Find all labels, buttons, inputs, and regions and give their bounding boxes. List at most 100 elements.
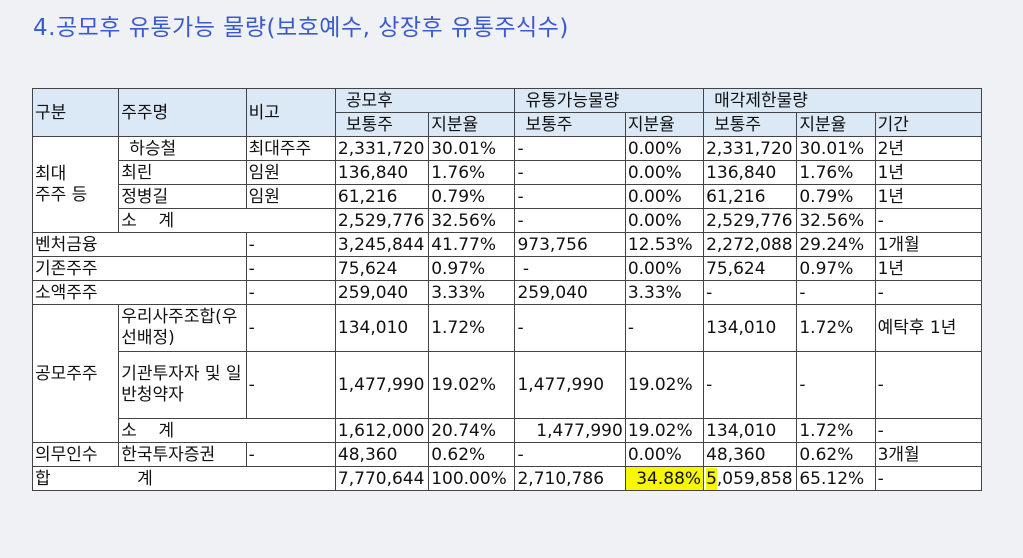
cell-name: 기관투자자 및 일반청약자 bbox=[118, 351, 247, 419]
cell-m-bo: 136,840 bbox=[703, 160, 798, 185]
cell-m-gi: - bbox=[874, 418, 983, 443]
cell-y-bo: - bbox=[514, 136, 626, 161]
table-row: 기관투자자 및 일반청약자 - 1,477,990 19.02% 1,477,9… bbox=[33, 351, 983, 419]
cell-m-bo: 134,010 bbox=[703, 418, 798, 443]
cell-bigo: 최대주주 bbox=[245, 136, 336, 161]
cell-y-bo: - bbox=[514, 208, 626, 233]
cell-m-bo: 2,272,088 bbox=[703, 232, 798, 257]
cell-name: 최린 bbox=[118, 160, 247, 185]
cell-y-ji: 3.33% bbox=[624, 280, 705, 305]
cell-m-ji: 1.72% bbox=[796, 418, 876, 443]
cell-g-ji: 20.74% bbox=[428, 418, 516, 443]
cell-g-bo: 259,040 bbox=[334, 280, 430, 305]
cell-m-bo: 2,331,720 bbox=[703, 136, 798, 161]
cell-y-bo: - bbox=[514, 256, 626, 281]
cell-m-gi: 예탁후 1년 bbox=[874, 304, 983, 352]
cell-y-bo: - bbox=[514, 160, 626, 185]
cell-y-bo: 1,477,990 bbox=[514, 418, 626, 443]
cell-m-ji: - bbox=[796, 280, 876, 305]
header-m-jibun: 지분율 bbox=[796, 112, 876, 137]
cell-g-bo: 2,331,720 bbox=[334, 136, 430, 161]
cell-g-bo: 75,624 bbox=[334, 256, 430, 281]
cell-bigo: - bbox=[245, 280, 336, 305]
cell-g-ji: 0.62% bbox=[428, 442, 516, 467]
cell-subtotal-label: 소 계 bbox=[118, 208, 336, 233]
cell-m-bo: - bbox=[703, 280, 798, 305]
cell-y-ji: 0.00% bbox=[624, 136, 705, 161]
cell-m-gi: 3개월 bbox=[874, 442, 983, 467]
cell-y-ji: 0.00% bbox=[624, 256, 705, 281]
table-row: 최대 주주 등 하승철 최대주주 2,331,720 30.01% - 0.00… bbox=[31, 136, 983, 233]
cell-m-ji: 0.62% bbox=[796, 442, 876, 467]
cell-m-ji: 29.24% bbox=[796, 232, 876, 257]
total-row: 합 계 7,770,644 100.00% 2,710,786 34.88% 5… bbox=[32, 466, 983, 491]
cell-g-bo: 1,612,000 bbox=[334, 418, 430, 443]
table-row: 소액주주 - 259,040 3.33% 259,040 3.33% - - - bbox=[32, 280, 983, 305]
cell-subtotal-label: 소 계 bbox=[118, 418, 336, 443]
cell-g-ji: 41.77% bbox=[428, 232, 516, 257]
cell-y-bo: - bbox=[514, 304, 626, 352]
cell-m-gi: 1년 bbox=[874, 160, 983, 185]
cell-y-bo: 973,756 bbox=[514, 232, 626, 257]
cell-name: 하승철 bbox=[118, 136, 247, 161]
cell-m-gi: - bbox=[874, 466, 983, 491]
cell-m-bo: 5,059,858 bbox=[703, 466, 798, 491]
cell-m-bo: 2,529,776 bbox=[703, 208, 798, 233]
header-row-2: 보통주 지분율 보통주 지분율 보통주 지분율 기간 bbox=[33, 112, 983, 137]
cell-m-ji: 0.97% bbox=[796, 256, 876, 281]
table-row: 최린 임원 136,840 1.76% - 0.00% 136,840 1.76… bbox=[33, 160, 983, 185]
cell-g-bo: 3,245,844 bbox=[334, 232, 430, 257]
cell-bigo: 임원 bbox=[245, 184, 336, 209]
group-choidae: 최대 주주 등 bbox=[31, 136, 120, 233]
cell-name: 우리사주조합(우선배정) bbox=[118, 304, 247, 352]
cell-m-ji: 65.12% bbox=[796, 466, 876, 491]
highlight-digit: 5 bbox=[706, 467, 717, 490]
table-row: 공모주주 우리사주조합(우선배정) - 134,010 1.72% - - 13… bbox=[31, 304, 983, 443]
cell-m-ji: 1.72% bbox=[796, 304, 876, 352]
header-yutong: 유통가능물량 bbox=[514, 88, 705, 113]
header-m-gigan: 기간 bbox=[874, 112, 983, 137]
cell-bigo: - bbox=[245, 442, 336, 467]
header-maegak: 매각제한물량 bbox=[703, 88, 982, 113]
cell-g-ji: 32.56% bbox=[428, 208, 516, 233]
cell-m-ji: - bbox=[796, 351, 876, 419]
cell-y-bo: 259,040 bbox=[514, 280, 626, 305]
cell-bigo: - bbox=[245, 232, 336, 257]
cell-m-bo: 61,216 bbox=[703, 184, 798, 209]
cell-total-label: 합 계 bbox=[32, 466, 336, 491]
cell-m-ji: 1.76% bbox=[796, 160, 876, 185]
cell-y-ji: 12.53% bbox=[624, 232, 705, 257]
cell-y-bo: 2,710,786 bbox=[514, 466, 626, 491]
cell-g-ji: 19.02% bbox=[428, 351, 516, 419]
cell-g-ji: 0.97% bbox=[428, 256, 516, 281]
cell-m-bo: - bbox=[703, 351, 798, 419]
cell-g-bo: 1,477,990 bbox=[334, 351, 430, 419]
group-gongmo: 공모주주 bbox=[31, 304, 120, 443]
cell-m-gi: - bbox=[874, 351, 983, 419]
header-y-jibun: 지분율 bbox=[624, 112, 705, 137]
cell-m-ji: 0.79% bbox=[796, 184, 876, 209]
lockup-table: 구분 주주명 비고 공모후 유통가능물량 매각제한물량 보통주 지분율 보통주 … bbox=[31, 88, 983, 491]
header-gubun: 구분 bbox=[31, 88, 120, 137]
cell-name: 정병길 bbox=[118, 184, 247, 209]
cell-m-gi: - bbox=[874, 208, 983, 233]
cell-y-bo: 1,477,990 bbox=[514, 351, 626, 419]
cell-m-ji: 32.56% bbox=[796, 208, 876, 233]
cell-g-ji: 30.01% bbox=[428, 136, 516, 161]
header-bigo: 비고 bbox=[245, 88, 336, 137]
cell-name: 한국투자증권 bbox=[118, 442, 247, 467]
cell-y-bo: - bbox=[514, 184, 626, 209]
cell-bigo: - bbox=[245, 351, 336, 419]
cell-g-bo: 7,770,644 bbox=[334, 466, 430, 491]
cell-y-ji: - bbox=[624, 304, 705, 352]
cell-g-ji: 1.72% bbox=[428, 304, 516, 352]
subtotal-row: 소 계 2,529,776 32.56% - 0.00% 2,529,776 3… bbox=[33, 208, 983, 233]
cell-gubun: 의무인수 bbox=[31, 442, 120, 467]
header-m-botong: 보통주 bbox=[703, 112, 798, 137]
table-row: 벤처금융 - 3,245,844 41.77% 973,756 12.53% 2… bbox=[32, 232, 983, 257]
cell-y-ji: 0.00% bbox=[624, 442, 705, 467]
cell-g-ji: 1.76% bbox=[428, 160, 516, 185]
page-title: 4.공모후 유통가능 물량(보호예수, 상장후 유통주식수) bbox=[33, 15, 569, 41]
cell-g-ji: 3.33% bbox=[428, 280, 516, 305]
header-y-botong: 보통주 bbox=[514, 112, 626, 137]
